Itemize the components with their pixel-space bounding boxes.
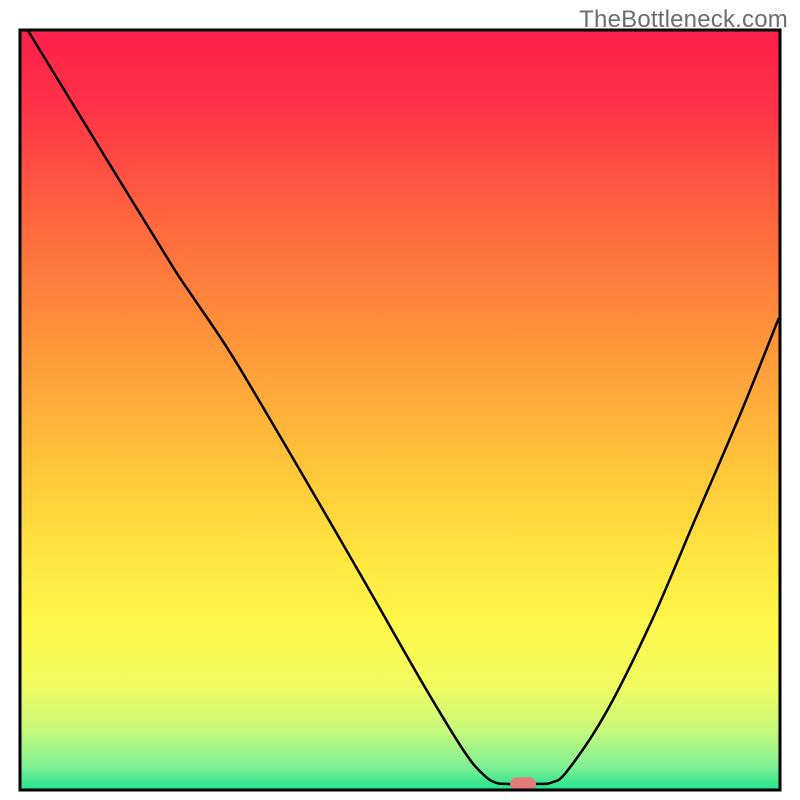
bottleneck-chart: TheBottleneck.com — [0, 0, 800, 800]
optimal-marker — [510, 777, 536, 790]
watermark-text: TheBottleneck.com — [579, 6, 788, 34]
plot-background — [20, 30, 780, 790]
chart-svg — [0, 0, 800, 800]
